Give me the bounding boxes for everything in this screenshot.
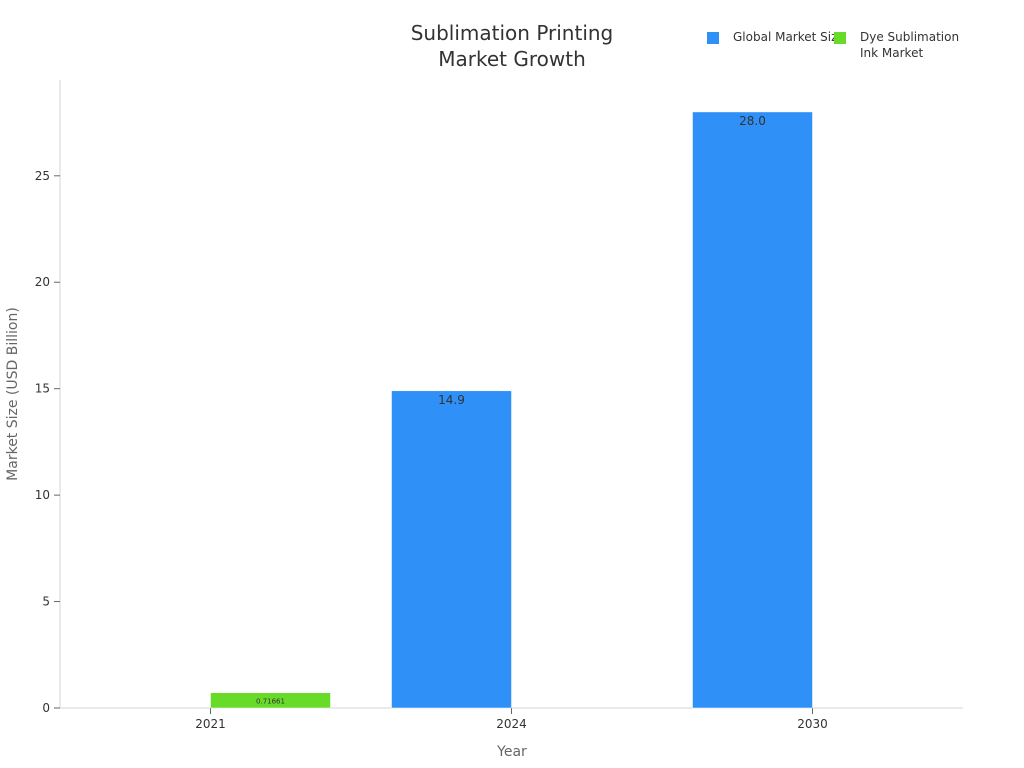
y-tick-label: 0: [42, 701, 50, 715]
x-tick-label: 2030: [797, 717, 828, 731]
y-axis-title: Market Size (USD Billion): [5, 307, 21, 481]
x-tick-label: 2024: [496, 717, 527, 731]
y-tick-label: 15: [35, 382, 50, 396]
y-tick-label: 20: [35, 275, 50, 289]
bar[interactable]: [692, 111, 813, 709]
bar[interactable]: [391, 390, 512, 709]
legend-item-dye-sublimation-ink-market[interactable]: Dye Sublimation Ink Market: [834, 29, 972, 61]
x-axis-title: Year: [496, 744, 527, 760]
y-tick-label: 25: [35, 169, 50, 183]
bar-value-label: 28.0: [739, 114, 766, 128]
bar[interactable]: [210, 692, 331, 709]
legend-item-global-market-size[interactable]: Global Market Size: [707, 29, 845, 45]
bar-value-label: 0.71661: [256, 697, 285, 705]
chart-title-line-2: Market Growth: [438, 47, 586, 71]
chart-title-line-1: Sublimation Printing: [411, 21, 614, 45]
bar-value-label: 14.9: [438, 393, 465, 407]
legend-swatch-dye-sublimation-ink-market: [834, 32, 846, 44]
legend-label-global-market-size: Global Market Size: [733, 30, 845, 44]
y-tick-label: 10: [35, 488, 50, 502]
legend-label-dye-sublimation-ink-market: Dye Sublimation Ink Market: [860, 30, 960, 60]
x-tick-label: 2021: [195, 717, 226, 731]
legend-swatch-global-market-size: [707, 32, 719, 44]
y-tick-label: 5: [42, 595, 50, 609]
